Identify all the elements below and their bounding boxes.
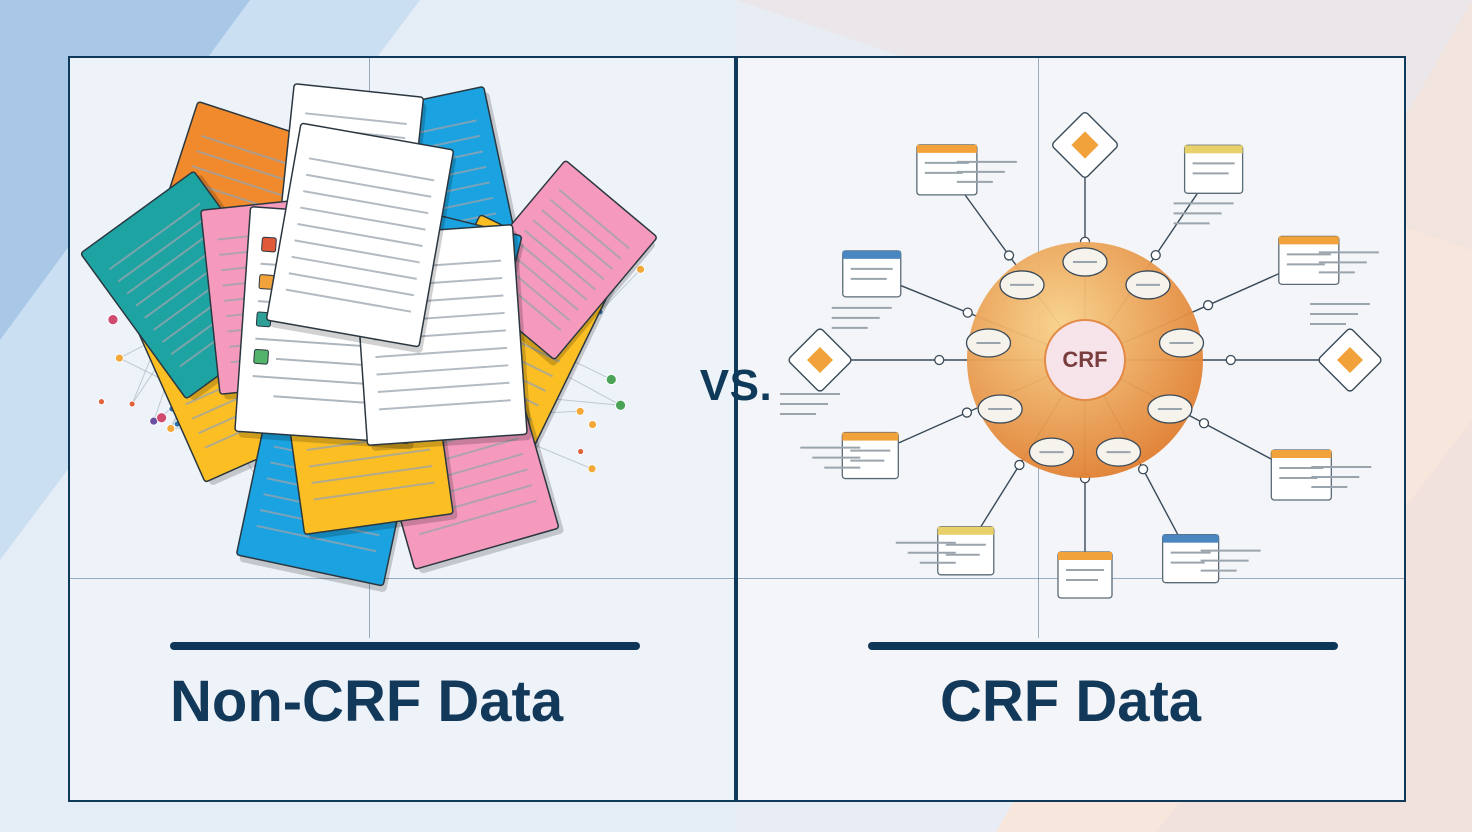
vs-label: VS. bbox=[700, 361, 772, 411]
non-crf-paper-pile bbox=[60, 60, 740, 620]
right-caption: CRF Data bbox=[940, 668, 1201, 735]
right-caption-bar bbox=[868, 642, 1338, 650]
comparison-infographic: CRF VS. Non-CRF Data CRF Data bbox=[0, 0, 1472, 832]
crf-center-label: CRF bbox=[1062, 347, 1107, 372]
left-caption: Non-CRF Data bbox=[170, 668, 563, 735]
crf-hub-diagram: CRF bbox=[760, 70, 1400, 630]
left-caption-bar bbox=[170, 642, 640, 650]
